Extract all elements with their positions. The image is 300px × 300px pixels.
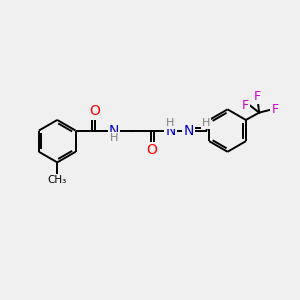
Text: O: O: [89, 104, 100, 118]
Text: F: F: [254, 90, 261, 103]
Text: H: H: [202, 118, 211, 128]
Text: N: N: [109, 124, 119, 138]
Text: O: O: [146, 143, 157, 157]
Text: F: F: [272, 103, 279, 116]
Text: H: H: [166, 118, 175, 128]
Text: N: N: [165, 124, 176, 138]
Text: CH₃: CH₃: [48, 175, 67, 185]
Text: H: H: [110, 133, 118, 143]
Text: N: N: [184, 124, 194, 138]
Text: F: F: [242, 99, 249, 112]
